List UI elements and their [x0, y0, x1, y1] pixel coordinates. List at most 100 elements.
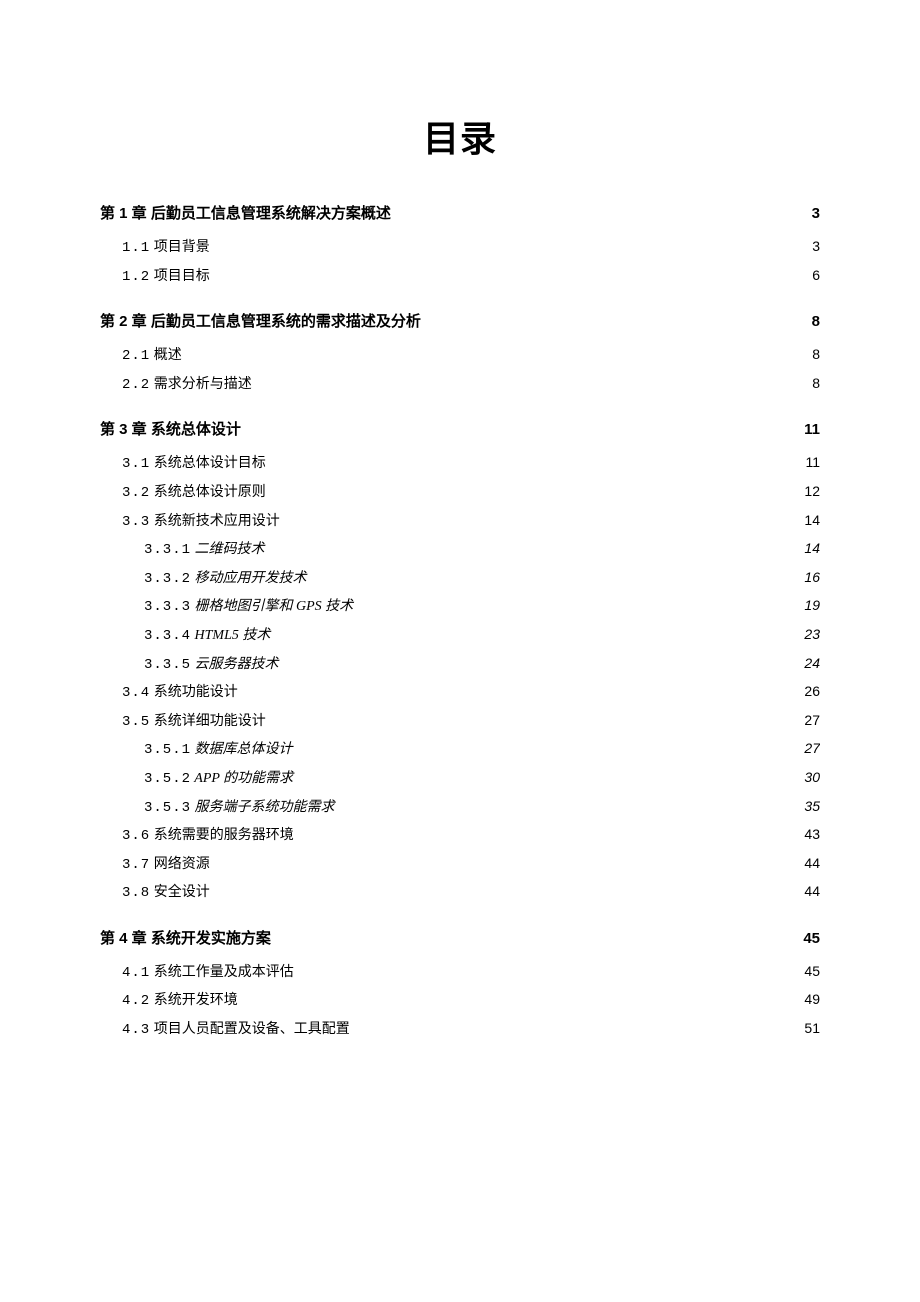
toc-entry-label: 3.3.2 移动应用开发技术 — [144, 566, 307, 593]
toc-entry-label: 4.2 系统开发环境 — [122, 988, 238, 1015]
toc-entry-text: 系统总体设计目标 — [154, 456, 266, 471]
toc-entry-number: 3.6 — [122, 828, 150, 844]
toc-entry-label: 1.2 项目目标 — [122, 264, 210, 291]
toc-entry-label: 3.3.4 HTML5 技术 — [144, 623, 270, 650]
toc-entry-page: 8 — [812, 370, 820, 397]
toc-entry-label: 4.3 项目人员配置及设备、工具配置 — [122, 1017, 350, 1044]
toc-section-entry[interactable]: 3.1 系统总体设计目标 11 — [100, 449, 820, 478]
toc-entry-page: 44 — [804, 850, 820, 877]
toc-entry-text: 系统总体设计 — [151, 421, 241, 438]
toc-section-entry[interactable]: 3.3 系统新技术应用设计 14 — [100, 507, 820, 536]
toc-section-entry[interactable]: 3.5 系统详细功能设计 27 — [100, 707, 820, 736]
toc-subsection-entry[interactable]: 3.3.2 移动应用开发技术 16 — [100, 564, 820, 593]
toc-chapter-entry[interactable]: 第 4 章 系统开发实施方案 45 — [100, 927, 820, 948]
toc-entry-page: 27 — [804, 707, 820, 734]
toc-entry-page: 16 — [804, 564, 820, 591]
toc-section-entry[interactable]: 3.2 系统总体设计原则 12 — [100, 478, 820, 507]
toc-chapter-entry[interactable]: 第 1 章 后勤员工信息管理系统解决方案概述 3 — [100, 202, 820, 223]
toc-entry-text: 后勤员工信息管理系统的需求描述及分析 — [151, 313, 421, 330]
toc-entry-label: 2.1 概述 — [122, 343, 182, 370]
toc-entry-number: 第 3 章 — [100, 421, 147, 438]
toc-entry-text: 安全设计 — [154, 885, 210, 900]
toc-entry-text: 项目目标 — [154, 269, 210, 284]
toc-entry-number: 第 2 章 — [100, 313, 147, 330]
toc-entry-text: 网络资源 — [154, 857, 210, 872]
toc-entry-page: 45 — [803, 930, 820, 947]
toc-section-entry[interactable]: 2.1 概述 8 — [100, 341, 820, 370]
toc-entry-number: 3.5.3 — [144, 800, 191, 816]
toc-entry-number: 3.3.4 — [144, 628, 191, 644]
toc-entry-text: 系统工作量及成本评估 — [154, 965, 294, 980]
toc-entry-label: 3.2 系统总体设计原则 — [122, 480, 266, 507]
toc-entry-number: 3.3 — [122, 514, 150, 530]
toc-entry-label: 第 2 章 后勤员工信息管理系统的需求描述及分析 — [100, 310, 421, 331]
toc-entry-number: 3.5 — [122, 714, 150, 730]
toc-subsection-entry[interactable]: 3.5.2 APP 的功能需求30 — [100, 764, 820, 793]
toc-entry-page: 24 — [804, 650, 820, 677]
toc-entry-text: 系统总体设计原则 — [154, 485, 266, 500]
toc-entry-text: 云服务器技术 — [195, 657, 279, 672]
toc-entry-label: 4.1 系统工作量及成本评估 — [122, 960, 294, 987]
toc-subsection-entry[interactable]: 3.3.4 HTML5 技术 23 — [100, 621, 820, 650]
toc-subsection-entry[interactable]: 3.5.1 数据库总体设计 27 — [100, 735, 820, 764]
toc-entry-text: 系统功能设计 — [154, 685, 238, 700]
toc-subsection-entry[interactable]: 3.3.1 二维码技术14 — [100, 535, 820, 564]
toc-section-entry[interactable]: 3.7 网络资源 44 — [100, 850, 820, 879]
toc-title: 目录 — [100, 110, 820, 162]
toc-entry-label: 第 3 章 系统总体设计 — [100, 418, 241, 439]
toc-chapter-entry[interactable]: 第 2 章 后勤员工信息管理系统的需求描述及分析8 — [100, 310, 820, 331]
toc-entry-label: 3.1 系统总体设计目标 — [122, 451, 266, 478]
toc-entry-label: 3.5.3 服务端子系统功能需求 — [144, 795, 335, 822]
toc-entry-text: 概述 — [154, 348, 182, 363]
toc-entry-number: 3.3.2 — [144, 571, 191, 587]
toc-entry-page: 23 — [804, 621, 820, 648]
toc-section-entry[interactable]: 3.4 系统功能设计26 — [100, 678, 820, 707]
toc-entry-number: 3.3.3 — [144, 599, 191, 615]
toc-section-entry[interactable]: 2.2 需求分析与描述 8 — [100, 370, 820, 399]
toc-chapter-entry[interactable]: 第 3 章 系统总体设计 11 — [100, 418, 820, 439]
toc-entry-text: 服务端子系统功能需求 — [195, 800, 335, 815]
toc-entry-page: 11 — [805, 449, 820, 476]
toc-entry-label: 第 1 章 后勤员工信息管理系统解决方案概述 — [100, 202, 391, 223]
toc-entry-label: 第 4 章 系统开发实施方案 — [100, 927, 271, 948]
toc-entry-page: 51 — [804, 1015, 820, 1042]
toc-entry-page: 14 — [804, 507, 820, 534]
toc-entry-label: 3.3 系统新技术应用设计 — [122, 509, 280, 536]
toc-entry-number: 1.2 — [122, 269, 150, 285]
toc-subsection-entry[interactable]: 3.5.3 服务端子系统功能需求35 — [100, 793, 820, 822]
toc-entry-label: 3.5 系统详细功能设计 — [122, 709, 266, 736]
toc-entry-page: 8 — [812, 341, 820, 368]
toc-section-entry[interactable]: 4.2 系统开发环境49 — [100, 986, 820, 1015]
toc-section-entry[interactable]: 1.1 项目背景3 — [100, 233, 820, 262]
toc-entry-text: 后勤员工信息管理系统解决方案概述 — [151, 205, 391, 222]
toc-entry-number: 4.2 — [122, 993, 150, 1009]
toc-section-entry[interactable]: 3.6 系统需要的服务器环境43 — [100, 821, 820, 850]
toc-section-entry[interactable]: 3.8 安全设计44 — [100, 878, 820, 907]
toc-entry-number: 3.7 — [122, 857, 150, 873]
toc-entry-page: 45 — [804, 958, 820, 985]
toc-entry-text: 移动应用开发技术 — [195, 571, 307, 586]
toc-entry-page: 11 — [804, 421, 820, 438]
toc-entry-label: 3.3.5 云服务器技术 — [144, 652, 279, 679]
toc-entry-text: 系统需要的服务器环境 — [154, 828, 294, 843]
toc-entry-label: 2.2 需求分析与描述 — [122, 372, 252, 399]
toc-entry-page: 3 — [812, 205, 820, 222]
toc-list: 第 1 章 后勤员工信息管理系统解决方案概述31.1 项目背景31.2 项目目标… — [100, 202, 820, 1044]
toc-subsection-entry[interactable]: 3.3.5 云服务器技术 24 — [100, 650, 820, 679]
toc-entry-page: 12 — [804, 478, 820, 505]
toc-entry-label: 3.5.1 数据库总体设计 — [144, 737, 293, 764]
toc-section-entry[interactable]: 1.2 项目目标6 — [100, 262, 820, 291]
toc-entry-text: 需求分析与描述 — [154, 377, 252, 392]
toc-entry-text: 系统开发实施方案 — [151, 930, 271, 947]
toc-entry-page: 27 — [804, 735, 820, 762]
toc-entry-label: 3.4 系统功能设计 — [122, 680, 238, 707]
toc-entry-number: 3.3.5 — [144, 657, 191, 673]
toc-section-entry[interactable]: 4.3 项目人员配置及设备、工具配置 51 — [100, 1015, 820, 1044]
toc-entry-number: 4.1 — [122, 965, 150, 981]
toc-entry-label: 3.3.1 二维码技术 — [144, 537, 265, 564]
toc-entry-number: 3.4 — [122, 685, 150, 701]
toc-section-entry[interactable]: 4.1 系统工作量及成本评估 45 — [100, 958, 820, 987]
toc-subsection-entry[interactable]: 3.3.3 栅格地图引擎和 GPS 技术19 — [100, 592, 820, 621]
toc-entry-text: 系统开发环境 — [154, 993, 238, 1008]
toc-entry-text: 项目人员配置及设备、工具配置 — [154, 1022, 350, 1037]
